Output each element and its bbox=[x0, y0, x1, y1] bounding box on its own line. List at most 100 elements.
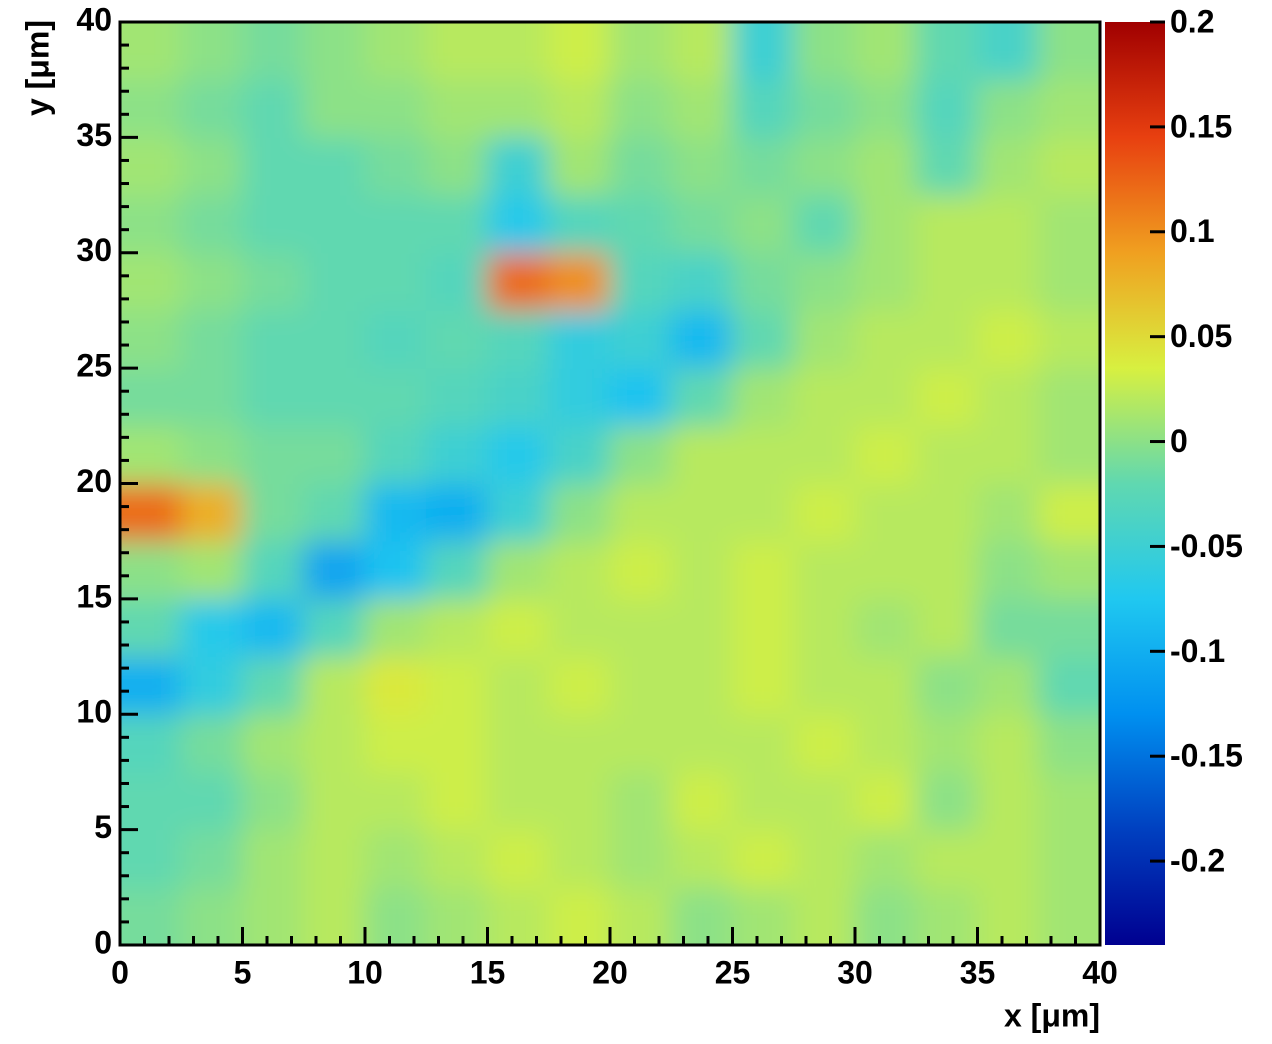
heatmap-cell bbox=[609, 252, 672, 311]
heatmap-cell bbox=[242, 309, 305, 369]
heatmap-cell bbox=[609, 483, 672, 542]
heatmap-cell bbox=[303, 79, 366, 138]
heatmap-cell bbox=[854, 79, 917, 138]
heatmap-cell bbox=[303, 656, 366, 715]
heatmap-cell bbox=[1038, 598, 1100, 658]
heatmap-cell bbox=[303, 886, 366, 945]
heatmap-cell bbox=[1038, 136, 1100, 196]
heatmap-cell bbox=[977, 540, 1040, 600]
heatmap-cell bbox=[180, 598, 243, 658]
heatmap-cell bbox=[609, 771, 672, 831]
heatmap-cell bbox=[977, 136, 1040, 196]
heatmap-cell bbox=[303, 713, 366, 773]
heatmap-cell bbox=[425, 886, 488, 945]
heatmap-cell bbox=[609, 136, 672, 196]
heatmap-cell bbox=[364, 367, 427, 427]
heatmap-cell bbox=[793, 483, 856, 542]
heatmap-cell bbox=[548, 136, 611, 196]
y-tick-label: 40 bbox=[76, 1, 112, 37]
heatmap-cell bbox=[915, 771, 978, 831]
heatmap-cell bbox=[793, 598, 856, 658]
heatmap-cell bbox=[670, 540, 733, 600]
heatmap-cell bbox=[1038, 713, 1100, 773]
y-tick-label: 20 bbox=[76, 463, 112, 499]
heatmap-cell bbox=[609, 656, 672, 715]
heatmap-cell bbox=[120, 886, 182, 945]
heatmap-cell bbox=[854, 713, 917, 773]
x-tick-label: 30 bbox=[837, 954, 873, 990]
heatmap-cell bbox=[670, 194, 733, 254]
heatmap-cell bbox=[548, 425, 611, 484]
heatmap-cell bbox=[364, 656, 427, 715]
heatmap-cell bbox=[670, 79, 733, 138]
heatmap-cell bbox=[609, 194, 672, 254]
heatmap-cell bbox=[303, 309, 366, 369]
heatmap-cell bbox=[364, 79, 427, 138]
heatmap-cell bbox=[180, 425, 243, 484]
heatmap-cell bbox=[487, 136, 550, 196]
heatmap-cell bbox=[242, 656, 305, 715]
heatmap-cell bbox=[609, 713, 672, 773]
heatmap-cell bbox=[487, 656, 550, 715]
heatmap-cell bbox=[732, 136, 795, 196]
heatmap-cell bbox=[793, 252, 856, 311]
heatmap-cell bbox=[303, 771, 366, 831]
heatmap-cell bbox=[487, 194, 550, 254]
heatmap-cell bbox=[242, 136, 305, 196]
heatmap-cell bbox=[977, 656, 1040, 715]
heatmap-cell bbox=[609, 540, 672, 600]
heatmap-cell bbox=[977, 829, 1040, 888]
heatmap-cell bbox=[180, 136, 243, 196]
heatmap-cell bbox=[609, 309, 672, 369]
y-tick-label: 10 bbox=[76, 694, 112, 730]
heatmap-cell bbox=[364, 771, 427, 831]
heatmap-cell bbox=[548, 829, 611, 888]
heatmap-cell bbox=[732, 771, 795, 831]
heatmap-cell bbox=[854, 829, 917, 888]
heatmap-cell bbox=[732, 483, 795, 542]
heatmap-cell bbox=[732, 309, 795, 369]
heatmap-cell bbox=[732, 829, 795, 888]
heatmap-cell bbox=[732, 713, 795, 773]
heatmap-cell bbox=[303, 194, 366, 254]
heatmap-cell bbox=[793, 136, 856, 196]
heatmap-cell bbox=[670, 136, 733, 196]
heatmap-cell bbox=[793, 540, 856, 600]
heatmap-cell bbox=[1038, 425, 1100, 484]
heatmap-cell bbox=[1038, 309, 1100, 369]
heatmap-cell bbox=[915, 483, 978, 542]
heatmap-cell bbox=[854, 194, 917, 254]
heatmap-cell bbox=[548, 309, 611, 369]
heatmap-cell bbox=[487, 22, 550, 81]
heatmap-cell bbox=[242, 713, 305, 773]
x-tick-label: 10 bbox=[347, 954, 383, 990]
heatmap-cell bbox=[670, 367, 733, 427]
heatmap-cell bbox=[732, 79, 795, 138]
heatmap-cell bbox=[364, 598, 427, 658]
heatmap-cell bbox=[609, 886, 672, 945]
heatmap-cell bbox=[180, 771, 243, 831]
heatmap-cell bbox=[425, 309, 488, 369]
heatmap-cell bbox=[425, 598, 488, 658]
heatmap-cell bbox=[548, 771, 611, 831]
heatmap-cell bbox=[977, 79, 1040, 138]
heatmap-cell bbox=[793, 194, 856, 254]
y-tick-label: 35 bbox=[76, 117, 112, 153]
heatmap-cell bbox=[977, 886, 1040, 945]
heatmap-cell bbox=[609, 598, 672, 658]
heatmap-cell bbox=[977, 425, 1040, 484]
heatmap-cell bbox=[1038, 79, 1100, 138]
heatmap-cell bbox=[487, 483, 550, 542]
heatmap-cell bbox=[915, 886, 978, 945]
heatmap-cell bbox=[1038, 194, 1100, 254]
heatmap-cell bbox=[793, 713, 856, 773]
heatmap-cell bbox=[120, 656, 182, 715]
heatmap-cell bbox=[303, 22, 366, 81]
heatmap-cell bbox=[120, 22, 182, 81]
heatmap-cell bbox=[180, 79, 243, 138]
heatmap-cell bbox=[303, 425, 366, 484]
heatmap-cell bbox=[180, 540, 243, 600]
heatmap-cell bbox=[854, 886, 917, 945]
heatmap-cell bbox=[854, 252, 917, 311]
heatmap-cell bbox=[793, 425, 856, 484]
